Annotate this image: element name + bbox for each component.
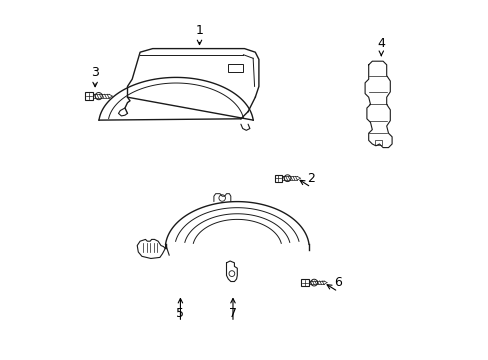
Text: 3: 3 bbox=[91, 66, 99, 78]
Text: 2: 2 bbox=[306, 172, 314, 185]
Text: 7: 7 bbox=[228, 307, 237, 320]
Text: 5: 5 bbox=[176, 307, 184, 320]
Bar bbox=[374, 140, 382, 145]
Text: 4: 4 bbox=[377, 37, 385, 50]
Text: 6: 6 bbox=[333, 276, 341, 289]
Bar bbox=[228, 64, 242, 72]
Text: 1: 1 bbox=[195, 24, 203, 37]
